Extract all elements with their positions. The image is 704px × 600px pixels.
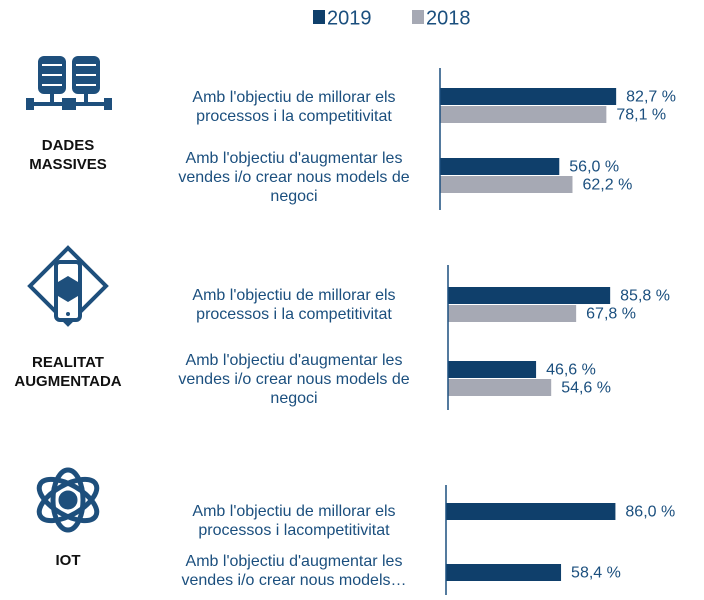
value-label: 46,6 %	[546, 362, 596, 379]
icon-iot	[36, 467, 100, 533]
bar	[440, 158, 560, 175]
value-label: 78,1 %	[616, 107, 666, 124]
category-label: Amb l'objectiu d'augmentar les vendes i/…	[181, 553, 407, 589]
legend-label: 2019	[327, 7, 372, 29]
category-label: Amb l'objectiu de millorar els processos…	[192, 89, 396, 125]
bar	[446, 564, 562, 581]
value-label: 58,4 %	[571, 565, 621, 582]
section-label: IOT	[55, 552, 81, 569]
section-label: REALITAT AUGMENTADA	[14, 354, 122, 390]
category-label: Amb l'objectiu de millorar els processos…	[192, 503, 396, 539]
legend-swatch	[313, 10, 325, 24]
value-label: 85,8 %	[620, 288, 670, 305]
bar	[440, 106, 607, 123]
bar	[448, 379, 552, 396]
bar	[448, 287, 611, 304]
value-label: 86,0 %	[625, 504, 675, 521]
value-label: 82,7 %	[626, 89, 676, 106]
category-label: Amb l'objectiu d'augmentar les vendes i/…	[178, 351, 410, 407]
category-label: Amb l'objectiu de millorar els processos…	[192, 287, 396, 323]
bar	[448, 361, 537, 378]
bar	[440, 176, 573, 193]
value-label: 62,2 %	[582, 177, 632, 194]
category-label: Amb l'objectiu d'augmentar les vendes i/…	[178, 149, 410, 205]
bar	[448, 305, 577, 322]
value-label: 54,6 %	[561, 380, 611, 397]
bar	[446, 503, 616, 520]
icon-augmented-reality	[27, 245, 109, 327]
value-label: 56,0 %	[569, 159, 619, 176]
legend-label: 2018	[426, 7, 471, 29]
value-label: 67,8 %	[586, 306, 636, 323]
bar	[440, 88, 617, 105]
legend-swatch	[412, 10, 424, 24]
icon-big-data	[26, 56, 112, 110]
section-label: DADES MASSIVES	[29, 137, 107, 173]
